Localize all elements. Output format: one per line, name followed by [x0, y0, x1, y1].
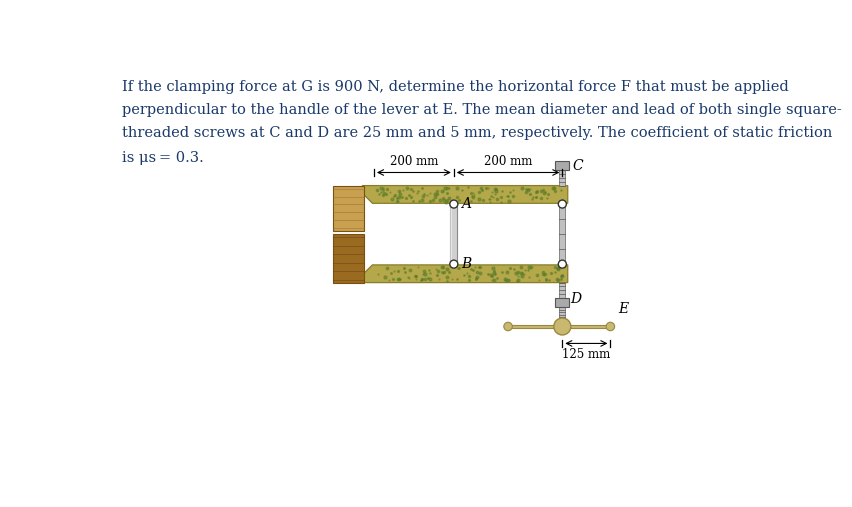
Circle shape [504, 322, 512, 331]
Bar [555, 298, 568, 307]
Bar [559, 282, 565, 298]
Text: G: G [346, 187, 357, 201]
Bar [559, 203, 565, 265]
Text: 200 mm: 200 mm [483, 155, 532, 168]
Bar [559, 170, 565, 186]
Text: threaded screws at C and D are 25 mm and 5 mm, respectively. The coefficient of : threaded screws at C and D are 25 mm and… [122, 126, 832, 140]
Text: 125 mm: 125 mm [561, 348, 610, 361]
Text: If the clamping force at G is 900 N, determine the horizontal force F that must : If the clamping force at G is 900 N, det… [122, 80, 788, 94]
Circle shape [558, 200, 566, 208]
Text: perpendicular to the handle of the lever at E. The mean diameter and lead of bot: perpendicular to the handle of the lever… [122, 103, 841, 117]
Bar [332, 186, 364, 231]
Bar [559, 307, 565, 317]
Text: B: B [460, 257, 470, 271]
Text: D: D [569, 292, 580, 306]
Bar [508, 325, 610, 328]
Bar [332, 234, 364, 282]
Text: C: C [572, 159, 582, 172]
Text: is μs = 0.3.: is μs = 0.3. [122, 151, 204, 165]
Circle shape [449, 200, 458, 208]
Text: E: E [618, 303, 628, 316]
Text: 200 mm: 200 mm [389, 155, 438, 168]
Bar [555, 161, 568, 170]
Polygon shape [362, 265, 567, 282]
Bar [450, 203, 457, 265]
Polygon shape [362, 186, 567, 203]
Circle shape [553, 318, 570, 335]
Circle shape [606, 322, 614, 331]
Circle shape [558, 260, 566, 268]
Text: A: A [460, 197, 470, 211]
Circle shape [449, 260, 458, 268]
